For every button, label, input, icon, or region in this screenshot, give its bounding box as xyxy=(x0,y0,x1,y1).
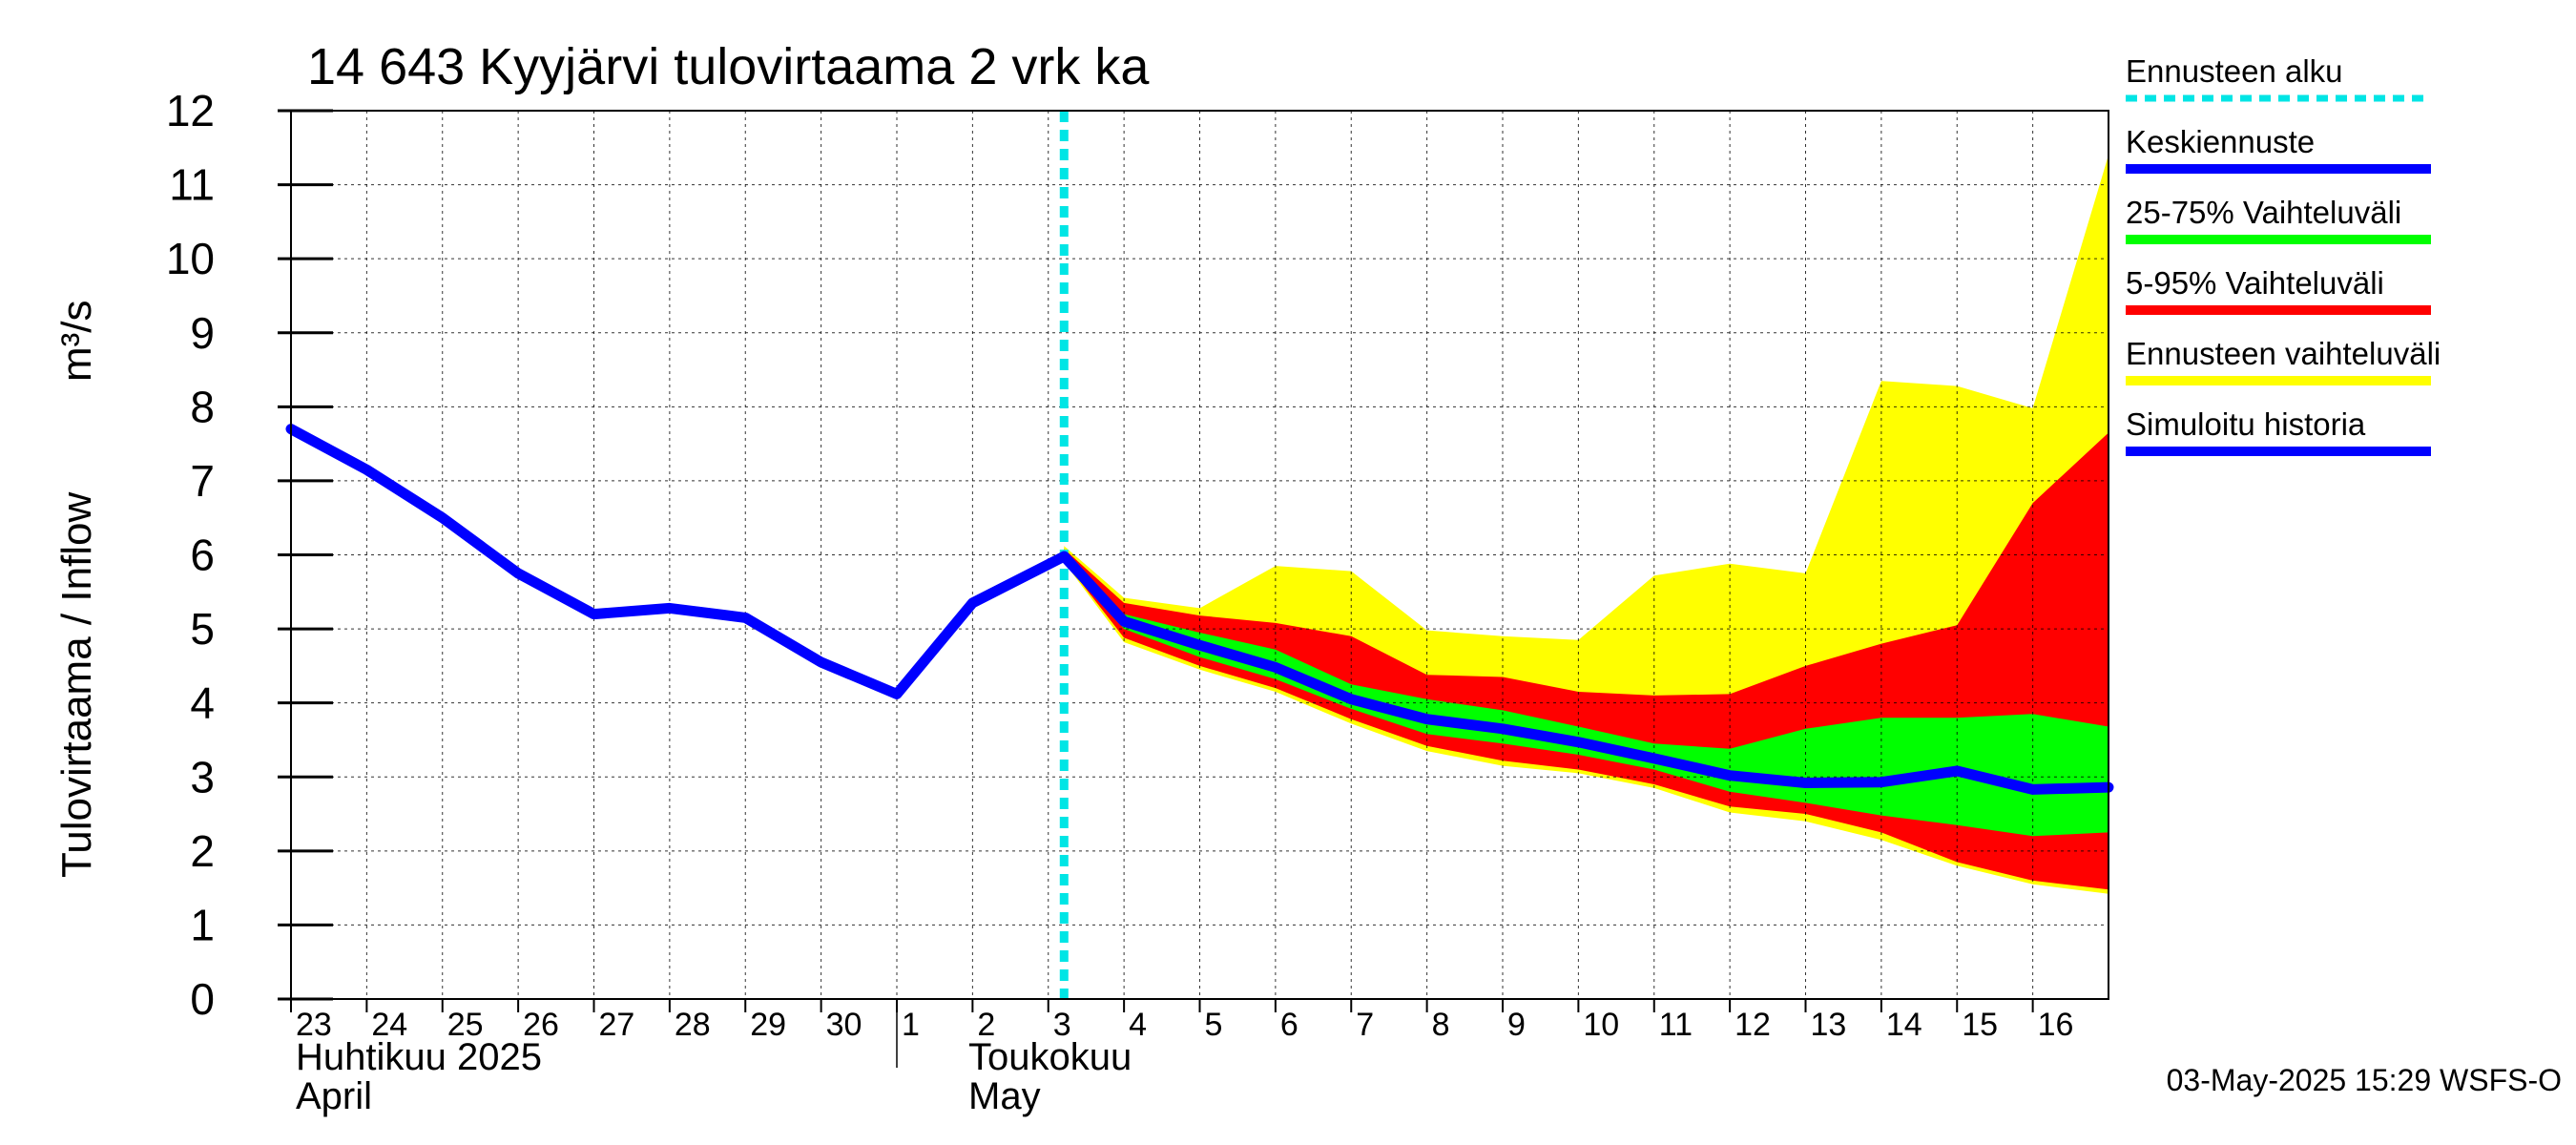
x-tick-label: 12 xyxy=(1735,1007,1771,1043)
legend-label: Keskiennuste xyxy=(2126,124,2315,159)
y-tick-label: 10 xyxy=(166,234,215,283)
y-tick-label: 1 xyxy=(190,900,215,949)
y-axis-label: Tulovirtaama / Inflow xyxy=(53,491,100,878)
flow-lines xyxy=(285,111,2114,999)
x-axis-ticks: 23 24 25 26 27 28 29 30 1 2 3 4 5 6 7 8 9 10 11 12 13 14 15 16H… xyxy=(290,999,2074,1117)
y-axis-unit: m³/s xyxy=(53,300,100,382)
range-bands xyxy=(1064,155,2109,894)
y-tick-label: 7 xyxy=(190,456,215,506)
grid-lines xyxy=(291,111,2109,999)
month-label-en: April xyxy=(296,1075,372,1117)
chart-title: 14 643 Kyyjärvi tulovirtaama 2 vrk ka xyxy=(307,38,1150,95)
legend-label: 5-95% Vaihteluväli xyxy=(2126,265,2384,301)
x-tick-label: 4 xyxy=(1129,1007,1147,1043)
x-tick-label: 7 xyxy=(1356,1007,1374,1043)
x-tick-label: 30 xyxy=(826,1007,862,1043)
x-tick-label: 2 xyxy=(977,1007,995,1043)
y-tick-label: 6 xyxy=(190,531,215,580)
x-tick-label: 27 xyxy=(599,1007,635,1043)
x-tick-label: 23 xyxy=(296,1007,332,1043)
y-tick-label: 12 xyxy=(166,86,215,135)
x-tick-label: 28 xyxy=(675,1007,711,1043)
x-tick-label: 29 xyxy=(750,1007,786,1043)
x-tick-label: 5 xyxy=(1205,1007,1223,1043)
month-label-fi: Toukokuu xyxy=(968,1036,1132,1078)
y-tick-label: 8 xyxy=(190,382,215,431)
line-simuloitu-historia xyxy=(285,424,1070,699)
y-tick-label: 3 xyxy=(190,752,215,802)
x-tick-label: 10 xyxy=(1583,1007,1619,1043)
x-tick-label: 24 xyxy=(371,1007,407,1043)
legend: Ennusteen alku Keskiennuste 25-75% Vaihtel… xyxy=(2126,53,2441,456)
x-tick-label: 3 xyxy=(1053,1007,1071,1043)
month-label-fi: Huhtikuu 2025 xyxy=(296,1036,542,1078)
x-tick-label: 26 xyxy=(523,1007,559,1043)
y-tick-label: 0 xyxy=(190,974,215,1024)
y-tick-label: 2 xyxy=(190,826,215,876)
x-tick-label: 15 xyxy=(1962,1007,1998,1043)
band-25-75-vaihteluv-li xyxy=(1064,552,2109,837)
legend-label: Ennusteen alku xyxy=(2126,53,2343,89)
x-tick-label: 14 xyxy=(1886,1007,1922,1043)
line-keskiennuste xyxy=(1058,551,2114,795)
x-tick-label: 11 xyxy=(1659,1007,1693,1043)
y-tick-label: 11 xyxy=(169,160,215,210)
y-tick-label: 5 xyxy=(190,604,215,654)
timestamp: 03-May-2025 15:29 WSFS-O xyxy=(2167,1063,2562,1097)
x-tick-label: 9 xyxy=(1507,1007,1526,1043)
legend-label: Ennusteen vaihteluväli xyxy=(2126,336,2441,371)
y-tick-label: 4 xyxy=(190,678,215,728)
x-tick-label: 16 xyxy=(2038,1007,2074,1043)
y-tick-label: 9 xyxy=(190,308,215,358)
legend-label: 25-75% Vaihteluväli xyxy=(2126,195,2401,230)
month-label-en: May xyxy=(968,1075,1041,1117)
x-tick-label: 8 xyxy=(1432,1007,1450,1043)
x-tick-label: 13 xyxy=(1811,1007,1847,1043)
x-tick-label: 25 xyxy=(447,1007,484,1043)
x-tick-label: 1 xyxy=(902,1007,920,1043)
legend-label: Simuloitu historia xyxy=(2126,406,2366,442)
x-tick-label: 6 xyxy=(1280,1007,1298,1043)
